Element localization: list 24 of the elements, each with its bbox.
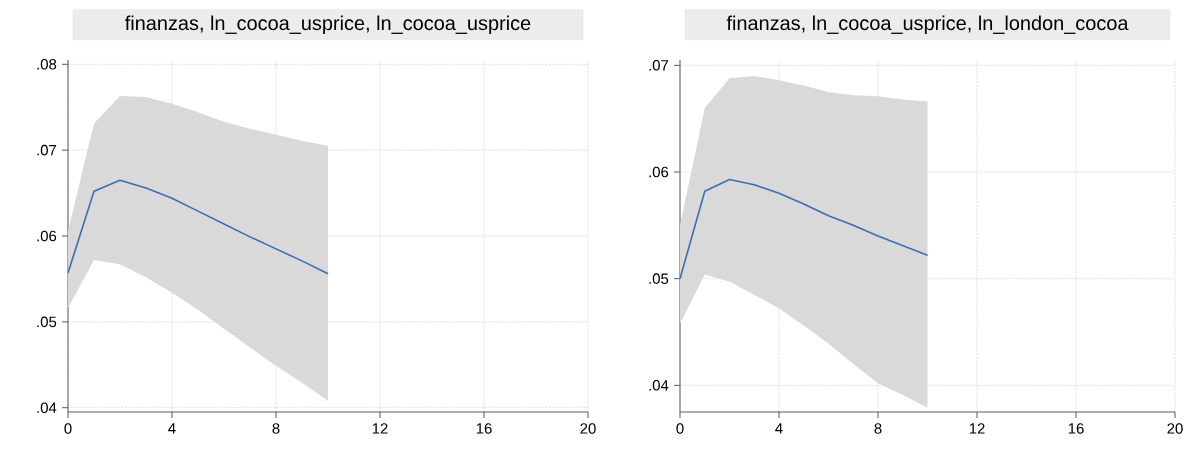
x-tick-label: 20 [580,423,596,434]
x-tick-label: 20 [1167,423,1183,434]
x-tick-label: 0 [64,423,72,434]
y-tick-label: .08 [37,59,57,70]
x-tick-label: 12 [969,423,985,434]
x-tick-label: 4 [775,423,783,434]
y-tick-label: .05 [649,273,669,284]
y-tick-label: .07 [649,60,669,71]
chart-title: finanzas, ln_cocoa_usprice, ln_cocoa_usprice [125,15,531,35]
y-tick-label: .04 [649,380,669,391]
x-tick-label: 0 [676,423,684,434]
x-tick-label: 12 [372,423,388,434]
chart-title: finanzas, ln_cocoa_usprice, ln_london_cocoa [726,15,1129,35]
y-tick-label: .06 [649,166,669,178]
y-tick-label: .07 [37,144,57,156]
x-tick-label: 16 [1068,423,1084,434]
x-tick-label: 8 [272,423,280,434]
y-tick-label: .04 [37,402,57,413]
x-tick-label: 8 [874,423,882,434]
line-series [68,179,329,275]
y-tick-label: .06 [37,230,57,242]
y-tick-label: .05 [37,316,57,328]
x-tick-label: 16 [476,423,492,434]
x-tick-label: 4 [168,423,176,434]
